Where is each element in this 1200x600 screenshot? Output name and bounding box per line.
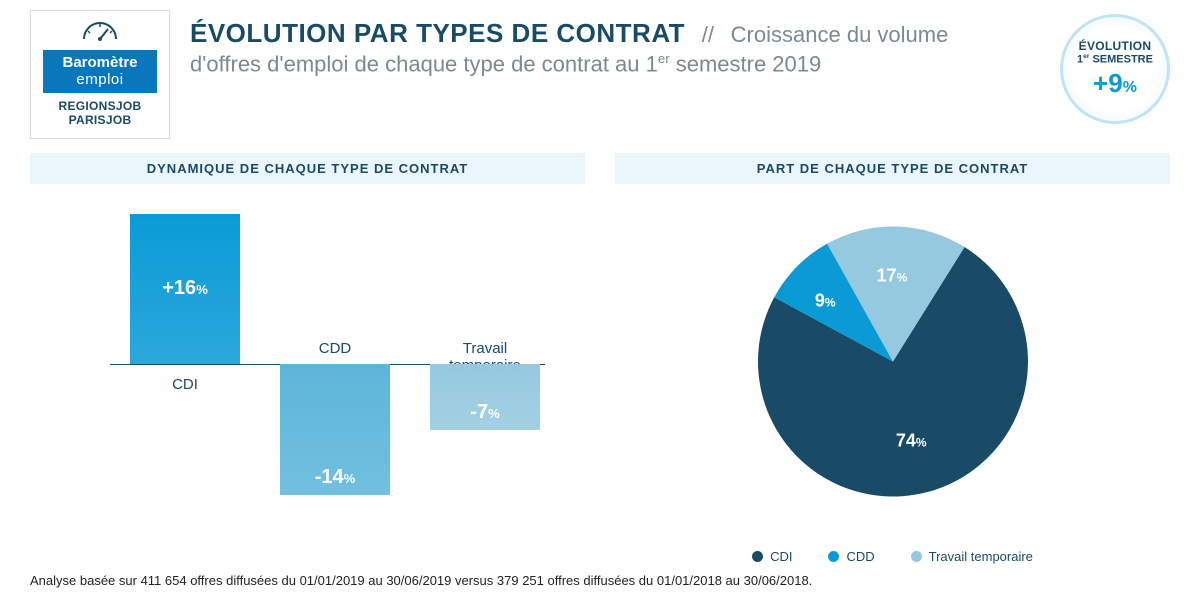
evolution-badge: ÉVOLUTION 1er SEMESTRE +9% [1060, 14, 1170, 124]
bar-value: +16% [162, 271, 208, 306]
pie-legend: CDI CDD Travail temporaire [615, 549, 1170, 564]
pie-slice-label: 9% [815, 291, 836, 312]
bar-value: -14% [315, 460, 355, 495]
legend-dot [828, 551, 839, 562]
logo-sub: REGIONSJOB PARISJOB [43, 99, 157, 128]
bar-cdd: -14% [280, 364, 390, 495]
pie-slice-label: 74% [896, 430, 927, 451]
bar-cdi: +16% [130, 214, 240, 364]
header: Baromètre emploi REGIONSJOB PARISJOB ÉVO… [0, 0, 1200, 139]
title-sep: // [690, 22, 727, 47]
legend-item-cdd: CDD [828, 549, 874, 564]
subtitle-a: Croissance du volume [731, 22, 949, 47]
charts-row: CDI +16% CDD -14% Travail temporaire -7% 74% 9… [30, 194, 1170, 564]
logo-line2: emploi [49, 72, 151, 89]
pie-chart: 74% 9% 17% [758, 226, 1028, 501]
legend-label: CDD [846, 549, 874, 564]
bar-value: -7% [470, 395, 499, 430]
bar-travail-temporaire: -7% [430, 364, 540, 430]
gauge-icon [80, 19, 120, 41]
footnote: Analyse basée sur 411 654 offres diffusé… [30, 573, 1170, 588]
section-heads: DYNAMIQUE DE CHAQUE TYPE DE CONTRAT PART… [30, 153, 1170, 184]
bar-category-label: CDI [130, 376, 240, 393]
logo-title: Baromètre emploi [43, 50, 157, 93]
section-head-right: PART DE CHAQUE TYPE DE CONTRAT [615, 153, 1170, 184]
badge-line1: ÉVOLUTION [1063, 39, 1167, 53]
bar-fill: -14% [280, 364, 390, 495]
legend-label: Travail temporaire [929, 549, 1033, 564]
bar-fill: -7% [430, 364, 540, 430]
pie-chart-panel: 74% 9% 17% CDI CDD Travail temporaire [615, 194, 1170, 564]
pie-slice-label: 17% [877, 266, 908, 287]
legend-dot [911, 551, 922, 562]
bar-chart: CDI+16%CDD-14%Travail temporaire-7% [30, 194, 585, 564]
title-area: ÉVOLUTION PAR TYPES DE CONTRAT // Croiss… [190, 10, 1040, 77]
bar-fill: +16% [130, 214, 240, 364]
legend-item-travail-temporaire: Travail temporaire [911, 549, 1033, 564]
logo-line1: Baromètre [49, 55, 151, 72]
logo-sub1: REGIONSJOB [43, 99, 157, 113]
logo-sub2: PARISJOB [43, 113, 157, 127]
subtitle-b: d'offres d'emploi de chaque type de cont… [190, 51, 1040, 77]
legend-item-cdi: CDI [752, 549, 792, 564]
bar-category-label: CDD [280, 340, 390, 357]
badge-line2: 1er SEMESTRE [1063, 53, 1167, 66]
page-title: ÉVOLUTION PAR TYPES DE CONTRAT [190, 18, 685, 48]
legend-label: CDI [770, 549, 792, 564]
bar-chart-panel: CDI+16%CDD-14%Travail temporaire-7% [30, 194, 585, 564]
section-head-left: DYNAMIQUE DE CHAQUE TYPE DE CONTRAT [30, 153, 585, 184]
logo-box: Baromètre emploi REGIONSJOB PARISJOB [30, 10, 170, 139]
legend-dot [752, 551, 763, 562]
badge-value: +9% [1063, 68, 1167, 99]
